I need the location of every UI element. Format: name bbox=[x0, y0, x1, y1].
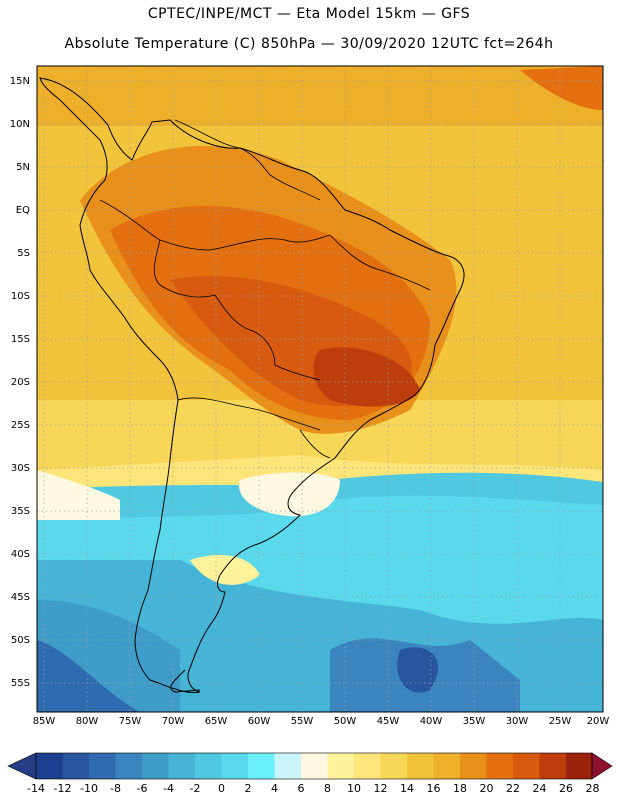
colorbar-label: 4 bbox=[271, 782, 278, 795]
colorbar-swatch bbox=[195, 753, 222, 779]
colorbar-swatch bbox=[89, 753, 116, 779]
lat-label: 30S bbox=[10, 463, 30, 474]
colorbar-swatch bbox=[460, 753, 487, 779]
lon-label: 45W bbox=[376, 716, 400, 727]
colorbar-swatch bbox=[513, 753, 540, 779]
colorbar-label: -2 bbox=[189, 782, 201, 795]
colorbar-swatch bbox=[354, 753, 381, 779]
lat-label: 20S bbox=[10, 377, 30, 388]
lat-label: 45S bbox=[10, 592, 30, 603]
lon-label: 80W bbox=[75, 716, 99, 727]
colorbar-label: 22 bbox=[506, 782, 520, 795]
lon-label: 50W bbox=[333, 716, 357, 727]
country-borders bbox=[99, 119, 431, 459]
lon-label: 85W bbox=[32, 716, 56, 727]
lat-label: 5N bbox=[16, 162, 30, 173]
colorbar-swatch bbox=[142, 753, 169, 779]
lon-label: 30W bbox=[505, 716, 529, 727]
map-frame bbox=[36, 65, 604, 713]
colorbar-over-triangle bbox=[591, 752, 613, 780]
lat-label: 50S bbox=[10, 635, 30, 646]
lat-label: 55S bbox=[10, 678, 30, 689]
colorbar-label: 0 bbox=[218, 782, 225, 795]
lat-label: 10S bbox=[10, 291, 30, 302]
lon-label: 65W bbox=[204, 716, 228, 727]
lon-label: 40W bbox=[419, 716, 443, 727]
colorbar-label: 28 bbox=[585, 782, 600, 795]
lat-label: 35S bbox=[10, 506, 30, 517]
colorbar-label: -14 bbox=[27, 782, 45, 795]
title-line-1: CPTEC/INPE/MCT — Eta Model 15km — GFS bbox=[147, 6, 471, 22]
temperature-field bbox=[37, 66, 603, 712]
lat-label: 15N bbox=[9, 76, 30, 87]
colorbar-label: 8 bbox=[324, 782, 331, 795]
lon-label: 20W bbox=[586, 716, 610, 727]
colorbar-swatch bbox=[115, 753, 142, 779]
colorbar-swatch bbox=[566, 753, 593, 779]
lon-label: 70W bbox=[161, 716, 185, 727]
title-line-2: Absolute Temperature (C) 850hPa — 30/09/… bbox=[64, 36, 554, 52]
colorbar-swatch bbox=[36, 753, 63, 779]
colorbar-label: -10 bbox=[80, 782, 98, 795]
colorbar-label: -4 bbox=[163, 782, 174, 795]
colorbar-label: -12 bbox=[53, 782, 72, 795]
colorbar-label: 2 bbox=[244, 782, 252, 795]
colorbar-under-triangle bbox=[7, 752, 37, 780]
colorbar-swatch bbox=[486, 753, 513, 779]
colorbar-label: 10 bbox=[347, 782, 361, 795]
colorbar-label: 18 bbox=[453, 782, 467, 795]
colorbar-swatch bbox=[248, 753, 275, 779]
lon-label: 25W bbox=[548, 716, 572, 727]
colorbar-swatch bbox=[168, 753, 195, 779]
lon-label: 75W bbox=[118, 716, 142, 727]
colorbar-label: 12 bbox=[373, 782, 388, 795]
colorbar-label: -8 bbox=[110, 782, 121, 795]
colorbar-label: -6 bbox=[136, 782, 148, 795]
lat-label: 10N bbox=[9, 119, 30, 130]
lon-label: 35W bbox=[462, 716, 486, 727]
colorbar-swatch bbox=[539, 753, 566, 779]
lat-label: 40S bbox=[10, 549, 30, 560]
colorbar-label: 14 bbox=[400, 782, 414, 795]
lon-label: 60W bbox=[247, 716, 271, 727]
colorbar-swatch bbox=[327, 753, 354, 779]
colorbar-swatch bbox=[274, 753, 301, 779]
lat-label: 5S bbox=[17, 248, 30, 259]
colorbar-swatch bbox=[407, 753, 434, 779]
colorbar bbox=[7, 752, 613, 780]
colorbar-swatch bbox=[221, 753, 248, 779]
colorbar-swatch bbox=[301, 753, 328, 779]
colorbar-swatch bbox=[433, 753, 460, 779]
colorbar-label: 20 bbox=[479, 782, 494, 795]
lat-label: EQ bbox=[15, 205, 30, 216]
colorbar-label: 24 bbox=[532, 782, 547, 795]
colorbar-label: 16 bbox=[426, 782, 441, 795]
colorbar-label: 6 bbox=[297, 782, 305, 795]
colorbar-swatch bbox=[380, 753, 407, 779]
colorbar-swatch bbox=[62, 753, 89, 779]
lat-label: 25S bbox=[10, 420, 30, 431]
lon-label: 55W bbox=[290, 716, 314, 727]
colorbar-label: 26 bbox=[559, 782, 573, 795]
lat-label: 15S bbox=[10, 334, 30, 345]
coastlines bbox=[39, 77, 465, 694]
